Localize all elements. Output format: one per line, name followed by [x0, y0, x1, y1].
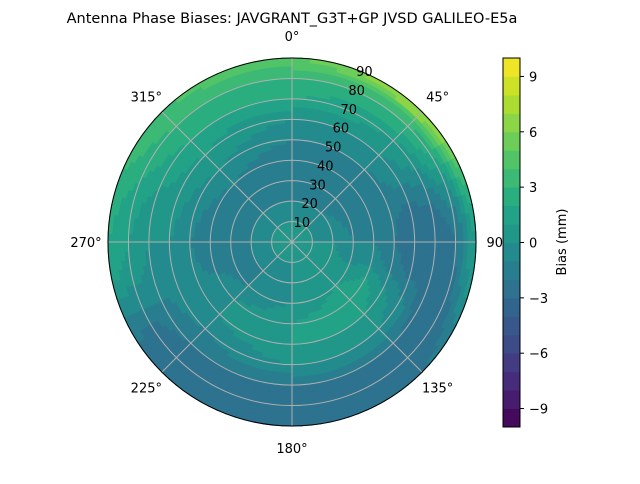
chart-title: Antenna Phase Biases: JAVGRANT_G3T+GP JV… — [67, 11, 518, 27]
